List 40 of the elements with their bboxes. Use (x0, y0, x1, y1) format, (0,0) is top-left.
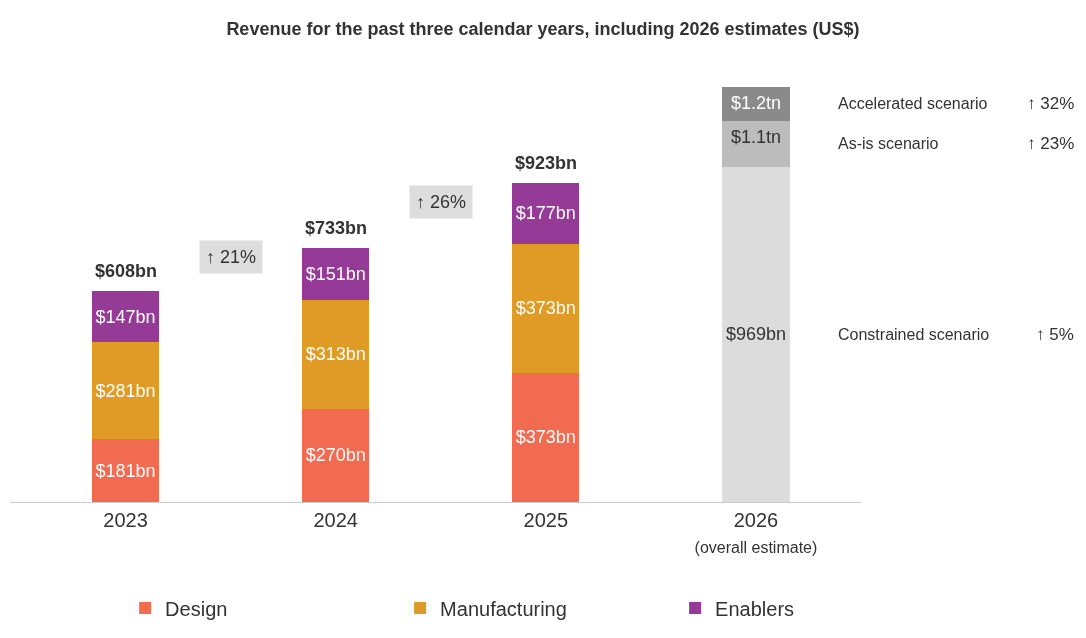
legend-label: Design (165, 597, 228, 620)
data-label: $181bn (95, 460, 156, 481)
annotation: As-is scenario (838, 135, 939, 152)
data-label: $373bn (515, 298, 576, 319)
annotation: Constrained scenario (838, 326, 990, 343)
bar (512, 182, 580, 244)
data-label: $270bn (305, 445, 366, 466)
data-label: $969bn (725, 324, 786, 345)
annotation: Accelerated scenario (838, 95, 988, 112)
data-label: $281bn (95, 380, 156, 401)
bar (91, 342, 160, 440)
legend-label: Enablers (715, 597, 795, 620)
bar (302, 300, 370, 409)
bar (302, 408, 370, 502)
bar (512, 372, 580, 502)
data-label: $177bn (515, 203, 576, 224)
bar (91, 439, 160, 502)
legend-label: Manufacturing (440, 597, 567, 620)
x-tick-label: 2024 (313, 509, 358, 531)
x-tick-label: 2023 (103, 509, 148, 531)
bar (722, 166, 790, 502)
bar (722, 121, 790, 167)
data-label: $151bn (305, 264, 366, 285)
annotation: ↑ 21% (206, 247, 257, 267)
annotation: $1.2tn (731, 93, 782, 113)
text: ↑ 23% (1027, 134, 1075, 153)
data-label: $373bn (515, 427, 576, 448)
annotation: $1.1tn (731, 127, 782, 147)
x-tick-label: 2025 (523, 509, 569, 531)
text: ↑ 32% (1027, 94, 1075, 113)
chart-title: Revenue for the past three calendar years, including 2026 estimates (US$) (226, 18, 860, 39)
x-tick-label: 2026 (overall estimate) (694, 509, 818, 556)
bar (512, 243, 580, 373)
annotation: ↑ 26% (416, 192, 467, 212)
total-label: $733bn (305, 218, 368, 238)
text: ↑ 5% (1036, 325, 1074, 344)
data-label: $147bn (95, 306, 156, 327)
total-label: $923bn (515, 153, 578, 173)
data-label: $313bn (305, 344, 366, 365)
total-label: $608bn (95, 261, 158, 281)
